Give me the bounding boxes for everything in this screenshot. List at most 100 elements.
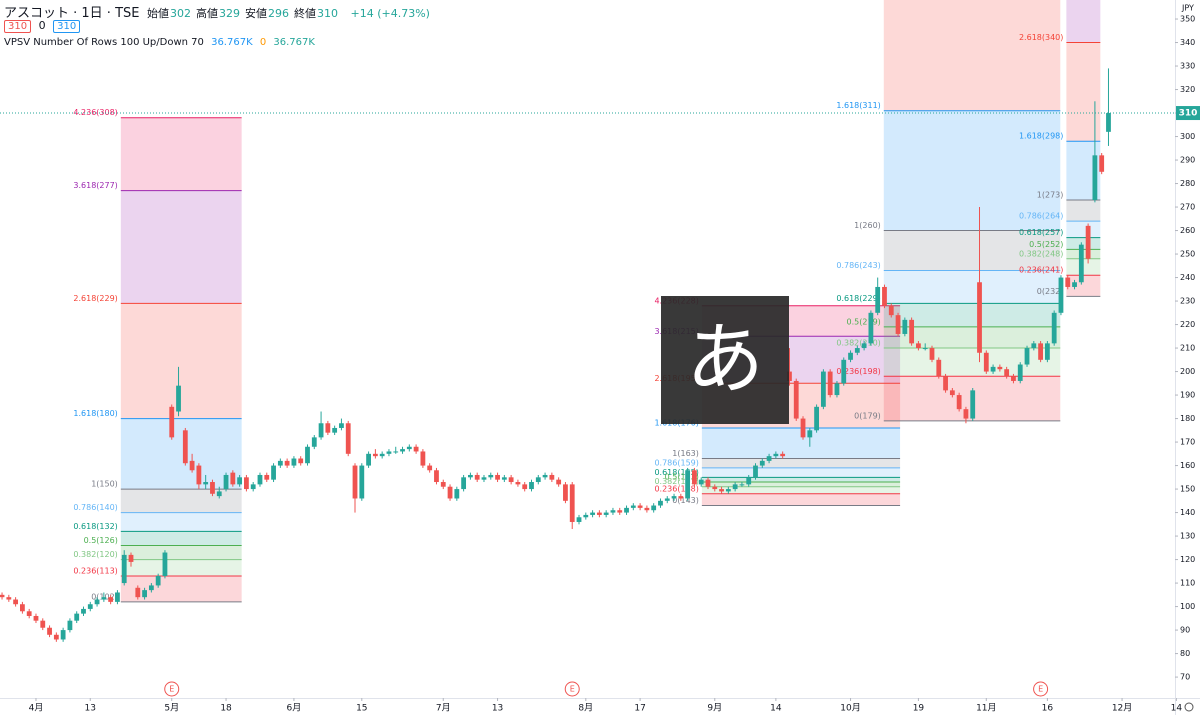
fib-band: [120, 117, 242, 191]
candle-body: [997, 366, 1003, 370]
candle-body: [793, 380, 799, 419]
candle-body: [780, 453, 786, 457]
candle-body: [339, 423, 344, 428]
x-tick-label: 12月: [1112, 703, 1132, 714]
spread: 0: [38, 19, 46, 32]
fib-band: [1066, 0, 1101, 43]
candle-body: [53, 634, 59, 640]
candle-body: [563, 484, 568, 501]
candle-body: [318, 423, 324, 438]
sell-box[interactable]: 310: [4, 20, 32, 33]
indicator-name: VPSV Number Of Rows 100 Up/Down 70: [4, 37, 204, 48]
y-tick-label: 350: [1180, 15, 1195, 24]
fib-label: 1(163): [672, 449, 699, 458]
y-tick-label: 240: [1180, 273, 1195, 282]
y-tick-label: 180: [1180, 414, 1195, 423]
candle-body: [1099, 155, 1105, 172]
y-tick-label: 280: [1180, 179, 1195, 188]
fib-band: [120, 512, 242, 532]
fib-band: [120, 190, 242, 304]
y-tick-label: 110: [1180, 579, 1195, 588]
y-tick-label: 100: [1180, 602, 1195, 611]
fib-band: [701, 482, 901, 487]
candle-body: [203, 482, 209, 485]
candle-body: [474, 474, 480, 480]
x-tick-label: 14: [1171, 704, 1183, 714]
candle-body: [298, 458, 304, 464]
candle-body: [447, 486, 453, 499]
fib-band: [701, 486, 901, 494]
y-tick-label: 190: [1180, 391, 1195, 400]
x-tick-label: 19: [913, 704, 925, 714]
candle-body: [814, 406, 819, 431]
fib-label: 3.618(277): [73, 181, 117, 190]
x-tick-label: 13: [492, 704, 503, 714]
candle-body: [569, 484, 575, 522]
candle-body: [637, 505, 643, 508]
y-tick-label: 290: [1180, 156, 1195, 165]
candle-body: [87, 604, 93, 609]
candle-body: [434, 470, 439, 483]
y-tick-label: 300: [1180, 132, 1195, 141]
y-tick-label: 330: [1180, 62, 1195, 71]
candle-body: [603, 512, 609, 515]
y-tick-label: 220: [1180, 320, 1195, 329]
event-label: E: [169, 685, 174, 694]
y-tick-label: 160: [1180, 461, 1195, 470]
candle-body: [1044, 343, 1050, 360]
candle-body: [271, 465, 276, 480]
fib-band: [701, 493, 901, 506]
x-tick-label: 5月: [164, 703, 179, 714]
fib-label: 2.618(229): [73, 294, 117, 303]
candle-body: [352, 465, 358, 499]
x-tick-label: 15: [356, 704, 367, 714]
fib-label: 0(102): [91, 592, 118, 601]
candle-body: [413, 446, 419, 452]
quote-value: 329: [218, 7, 240, 20]
fib-label: 0.5(153): [665, 473, 699, 482]
fib-label: 0.618(257): [1019, 228, 1063, 237]
candle-body: [630, 505, 636, 508]
quote-label: 高値: [195, 7, 218, 20]
settings-icon[interactable]: [1184, 702, 1194, 712]
candle-body: [916, 343, 921, 349]
candle-body: [216, 491, 222, 497]
x-tick-label: 11月: [976, 703, 996, 714]
x-tick-label: 10月: [840, 703, 860, 714]
candle-body: [678, 496, 684, 499]
change: +14 (+4.73%): [350, 7, 430, 20]
candle-body: [773, 453, 779, 457]
fib-label: 1.618(298): [1019, 132, 1063, 141]
fib-band: [883, 230, 1061, 271]
candle-body: [834, 383, 840, 396]
last-price-box: [1176, 106, 1200, 121]
candle-body: [47, 627, 52, 635]
fib-label: 1.618(180): [73, 409, 117, 418]
buy-box[interactable]: 310: [53, 20, 81, 33]
candle-body: [495, 474, 500, 480]
candle-body: [366, 453, 371, 466]
candle-body: [535, 477, 541, 483]
candle-body: [861, 343, 867, 349]
candle-body: [223, 474, 229, 490]
y-tick-label: 90: [1180, 626, 1190, 635]
candle-body: [590, 512, 595, 515]
candle-body: [529, 482, 534, 490]
candle-body: [617, 510, 623, 513]
candle-body: [596, 512, 602, 515]
candle-body: [182, 430, 188, 464]
candle-body: [481, 477, 487, 480]
candle-body: [440, 482, 446, 487]
candle-body: [854, 348, 860, 353]
quote-value: 310: [316, 7, 338, 20]
fib-label: 0.236(241): [1019, 266, 1063, 275]
fib-label: 0.786(243): [836, 261, 880, 270]
quote-label: 安値: [244, 7, 267, 20]
candle-body: [800, 418, 806, 438]
candle-body: [1024, 348, 1030, 365]
fib-band: [120, 545, 242, 560]
candle-body: [739, 484, 745, 486]
candle-body: [909, 319, 915, 344]
fib-label: 0.786(264): [1019, 212, 1063, 221]
fib-label: 0.5(252): [1029, 240, 1063, 249]
